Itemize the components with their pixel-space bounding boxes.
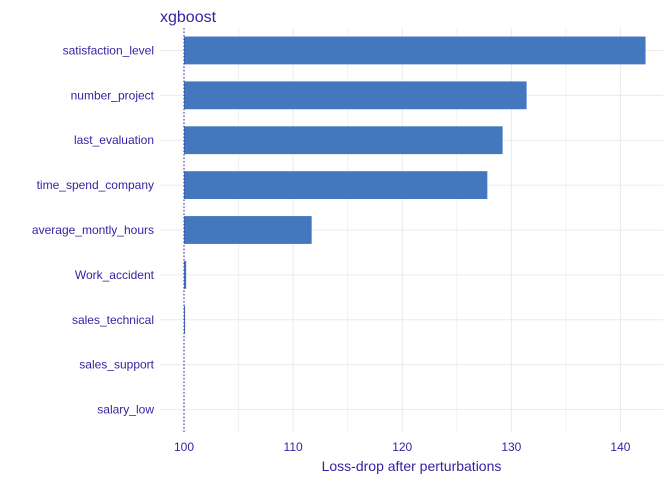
y-tick-label: last_evaluation [74,133,154,147]
x-axis-labels: 100 110 120 130 140 [174,440,631,454]
x-tick-label: 120 [392,440,412,454]
bar-sales-technical [184,305,186,334]
chart-title: xgboost [160,9,217,26]
y-tick-label: salary_low [97,403,154,417]
y-tick-label: number_project [71,88,155,102]
y-tick-label: sales_support [79,358,154,372]
x-tick-label: 140 [610,440,630,454]
bar-number-project [184,81,527,110]
bar-time-spend-company [184,171,488,200]
x-tick-label: 110 [284,440,303,454]
y-tick-label: Work_accident [75,268,155,282]
y-axis-labels: satisfaction_level number_project last_eva… [32,43,155,416]
x-tick-label: 130 [501,440,521,454]
bar-satisfaction-level [184,36,646,65]
bars [184,36,646,334]
x-tick-label: 100 [174,440,194,454]
bar-last-evaluation [184,126,503,155]
y-tick-label: sales_technical [72,313,154,327]
x-axis-title: Loss-drop after perturbations [322,458,502,474]
y-tick-label: satisfaction_level [63,43,154,57]
y-tick-label: average_montly_hours [32,223,154,237]
bar-average-montly-hours [184,216,312,244]
bar-work-accident [184,260,187,289]
y-tick-label: time_spend_company [37,178,154,192]
